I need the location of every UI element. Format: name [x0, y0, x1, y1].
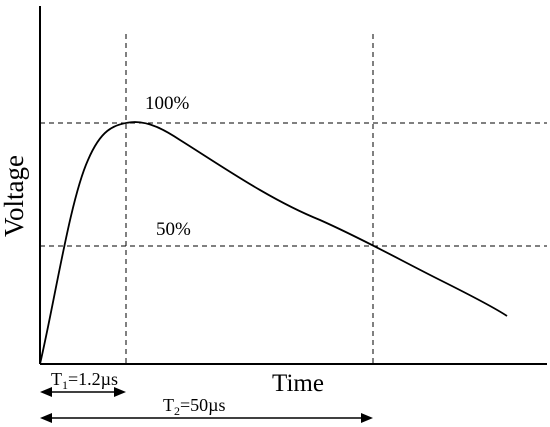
- half-level-label: 50%: [156, 219, 191, 240]
- t2-symbol: T: [163, 395, 174, 415]
- t1-arrowhead-left: [40, 387, 52, 397]
- t2-arrowhead-right: [361, 413, 373, 423]
- t1-subscript: 1: [62, 378, 68, 392]
- t2-arrowhead-left: [40, 413, 52, 423]
- t2-subscript: 2: [174, 404, 180, 418]
- y-axis-label: Voltage: [0, 155, 29, 237]
- t2-value: =50µs: [180, 395, 226, 415]
- t2-interval-label: T2=50µs: [163, 395, 226, 418]
- t1-symbol: T: [51, 369, 62, 389]
- t1-interval-label: T1=1.2µs: [51, 369, 118, 392]
- peak-level-label: 100%: [145, 93, 190, 114]
- t1-arrowhead-right: [114, 387, 126, 397]
- t1-value: =1.2µs: [68, 369, 118, 389]
- impulse-waveform-curve: [39, 121, 508, 365]
- x-axis-label: Time: [272, 370, 324, 397]
